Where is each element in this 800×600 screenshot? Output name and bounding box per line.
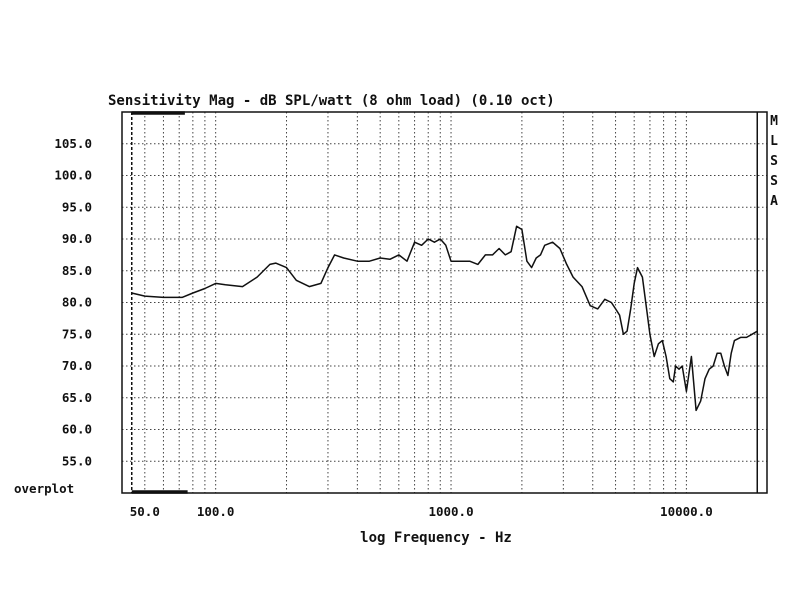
series-line-sensitivity [131,225,758,412]
y-tick-label: 100.0 [54,168,92,183]
side-label-letter: S [770,174,778,189]
y-tick-label: 70.0 [62,358,92,373]
plot-frame [121,111,768,494]
y-tick-label: 75.0 [62,326,92,341]
y-tick-label: 85.0 [62,263,92,278]
x-axis-label: log Frequency - Hz [360,530,512,546]
y-tick-label: 60.0 [62,422,92,437]
y-tick-label: 80.0 [62,295,92,310]
side-label-letter: S [770,154,778,169]
chart-title: Sensitivity Mag - dB SPL/watt (8 ohm loa… [108,93,555,109]
y-tick-label: 55.0 [62,453,92,468]
x-tick-label: 1000.0 [428,504,473,519]
y-tick-label: 90.0 [62,231,92,246]
y-tick-label: 95.0 [62,199,92,214]
side-label-letter: A [770,194,778,209]
x-tick-label: 50.0 [130,504,160,519]
y-tick-label: 105.0 [54,136,92,151]
y-tick-labels: 55.0 60.0 65.0 70.0 75.0 80.0 85.0 90.0 95.0 100.… [54,136,92,469]
x-tick-label: 10000.0 [660,504,713,519]
x-tick-label: 100.0 [197,504,235,519]
range-markers [131,111,188,494]
side-label-letter: M [770,114,778,129]
grid-lines [122,112,767,493]
side-label-letter: L [770,134,778,149]
y-tick-label: 65.0 [62,390,92,405]
overplot-label: overplot [14,481,74,496]
x-tick-labels: 50.0 100.0 1000.0 10000.0 [130,504,713,519]
